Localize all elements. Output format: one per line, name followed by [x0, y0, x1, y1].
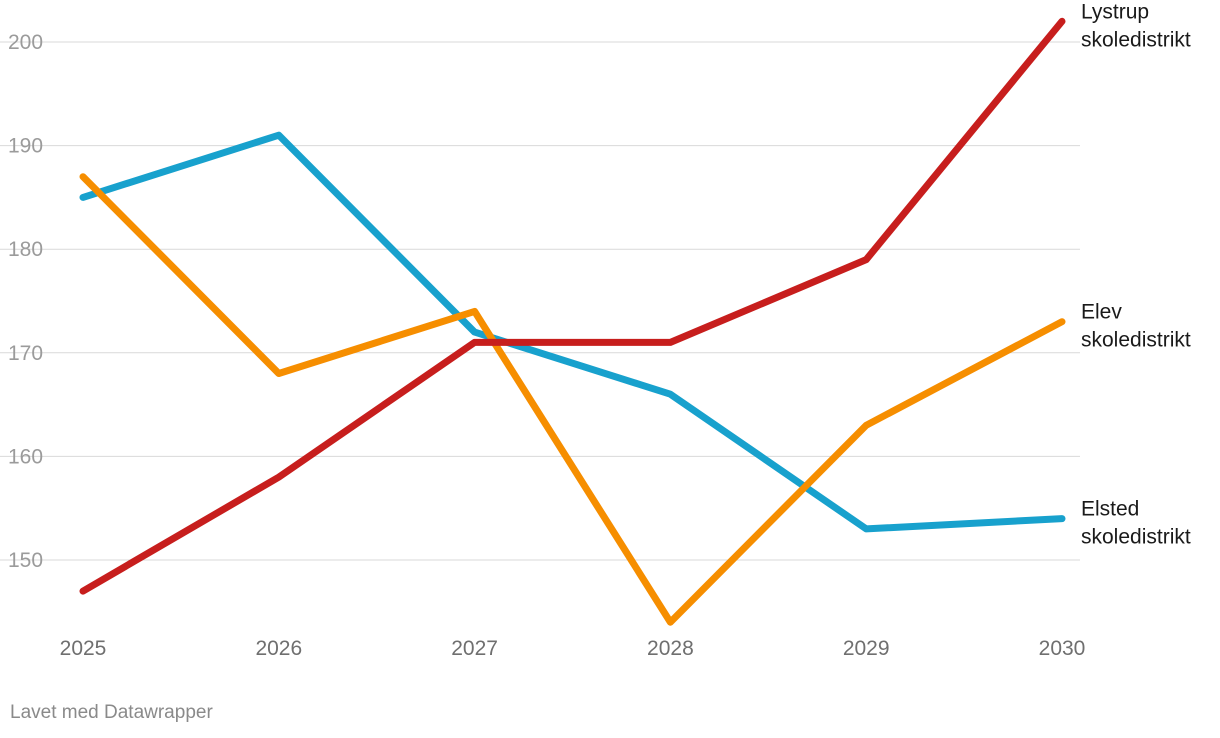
- x-tick-label: 2025: [60, 637, 107, 660]
- y-tick-label: 150: [8, 549, 43, 572]
- series-line-lystrup: [79, 17, 1066, 595]
- y-axis-ticks: 150 160 170 180 190 200: [8, 31, 43, 572]
- y-tick-label: 200: [8, 31, 43, 54]
- series-line-elev: [79, 173, 1066, 626]
- y-tick-label: 190: [8, 135, 43, 158]
- x-axis-ticks: 2025 2026 2027 2028 2029 2030: [60, 637, 1086, 660]
- x-tick-label: 2029: [843, 637, 890, 660]
- series-label-elev: Elev skoledistrikt: [1081, 301, 1191, 352]
- series-lines: [79, 17, 1066, 626]
- series-line-elsted: [79, 131, 1066, 533]
- x-tick-label: 2030: [1039, 637, 1086, 660]
- grid-lines: [0, 41, 1080, 561]
- x-tick-label: 2028: [647, 637, 694, 660]
- y-tick-label: 170: [8, 342, 43, 365]
- y-tick-label: 160: [8, 445, 43, 468]
- footer-credit: Lavet med Datawrapper: [10, 702, 213, 723]
- series-label-lystrup: Lystrup skoledistrikt: [1081, 0, 1191, 51]
- series-label-elsted: Elsted skoledistrikt: [1081, 498, 1191, 549]
- y-tick-label: 180: [8, 238, 43, 261]
- x-tick-label: 2026: [255, 637, 302, 660]
- x-tick-label: 2027: [451, 637, 498, 660]
- series-labels: Elsted skoledistrikt Elev skoledistrikt Lyst…: [1081, 0, 1191, 548]
